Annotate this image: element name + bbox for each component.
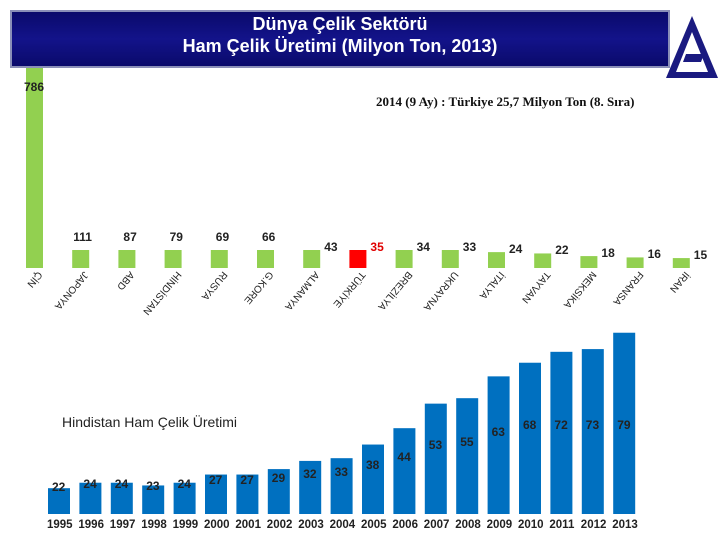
year-value-label: 27 (209, 473, 223, 488)
year-value-label: 24 (114, 477, 129, 492)
country-bar (164, 250, 182, 268)
country-label: ALMANYA (282, 268, 322, 313)
year-axis-label: 2008 (455, 519, 481, 531)
country-value-label: 69 (215, 230, 230, 244)
country-bar (210, 250, 228, 268)
year-axis-label: 2002 (266, 519, 293, 531)
year-value-label: 72 (554, 418, 568, 432)
year-axis-label: 2004 (329, 519, 356, 531)
country-label: TAYVAN (519, 268, 553, 305)
country-value-label: 35 (370, 240, 384, 254)
annotation-note: 2014 (9 Ay) : Türkiye 25,7 Milyon Ton (8… (376, 94, 635, 109)
country-bar (118, 250, 136, 268)
year-value-label: 29 (271, 470, 286, 485)
title-box (10, 10, 670, 68)
year-value-label: 24 (177, 477, 191, 492)
year-value-label: 53 (428, 438, 443, 453)
country-bar (626, 257, 644, 268)
country-value-label: 87 (123, 230, 137, 244)
page-title: Dünya Çelik Sektörü Ham Çelik Üretimi (M… (10, 13, 670, 57)
header-banner: Dünya Çelik Sektörü Ham Çelik Üretimi (M… (0, 0, 720, 82)
year-axis-label: 2001 (235, 519, 261, 531)
year-axis-label: 2013 (612, 519, 638, 531)
year-axis-label: 2000 (204, 519, 230, 531)
year-value-label: 32 (303, 466, 317, 481)
year-bar (456, 398, 479, 514)
year-value-label: 73 (585, 418, 600, 432)
country-bar (26, 68, 43, 268)
country-bar (672, 258, 690, 268)
inset-chart-title: Hindistan Ham Çelik Üretimi (62, 414, 238, 430)
year-axis-label: 2006 (392, 519, 418, 531)
year-axis-label: 2012 (580, 519, 607, 531)
year-bar (550, 351, 573, 514)
year-value-label: 24 (83, 477, 97, 492)
country-label: HİNDİSTAN (139, 268, 183, 317)
year-bar (393, 428, 416, 514)
country-bar (303, 250, 321, 268)
year-axis-label: 2005 (361, 519, 387, 531)
year-value-label: 27 (240, 473, 254, 488)
country-bar (488, 252, 505, 268)
year-axis-label: 1995 (47, 519, 73, 531)
country-label: ÇİN (24, 268, 44, 290)
country-value-label: 43 (324, 240, 338, 254)
company-logo-icon (666, 16, 718, 78)
country-label: RUSYA (198, 268, 229, 302)
year-axis-label: 1996 (78, 519, 104, 531)
year-value-label: 33 (334, 465, 348, 480)
country-label: JAPONYA (52, 268, 91, 312)
country-value-label: 66 (262, 230, 276, 244)
year-value-label: 63 (491, 424, 505, 439)
country-bar (72, 250, 90, 268)
country-value-label: 24 (509, 242, 523, 257)
country-label: FRANSA (610, 268, 645, 308)
year-axis-label: 2011 (549, 519, 575, 531)
country-bar (395, 250, 413, 268)
title-line-1: Dünya Çelik Sektörü (252, 14, 428, 34)
year-value-label: 38 (366, 458, 380, 473)
year-value-label: 44 (397, 450, 411, 465)
country-value-label: 786 (24, 80, 45, 94)
year-value-label: 22 (52, 480, 66, 494)
country-bar (441, 250, 459, 268)
country-value-label: 15 (693, 248, 708, 263)
country-value-label: 33 (462, 240, 477, 254)
country-label: ABD (114, 268, 137, 292)
country-bar (257, 250, 274, 268)
country-value-label: 111 (73, 230, 92, 244)
country-value-label: 18 (601, 246, 615, 261)
year-axis-label: 1998 (141, 519, 167, 531)
title-line-2: Ham Çelik Üretimi (Milyon Ton, 2013) (182, 36, 498, 56)
country-bar (349, 250, 367, 268)
country-label: İRAN (667, 268, 691, 295)
year-axis-label: 2003 (298, 519, 324, 531)
country-value-label: 79 (169, 230, 183, 244)
year-value-label: 23 (146, 478, 160, 493)
year-value-label: 68 (523, 418, 537, 432)
country-label: MEKSİKA (561, 268, 599, 311)
year-bar (362, 444, 384, 514)
country-label: UKRAYNA (420, 268, 460, 313)
country-value-label: 22 (555, 243, 569, 258)
year-value-label: 79 (617, 418, 631, 432)
country-value-label: 34 (416, 240, 430, 254)
year-bar (424, 403, 447, 514)
year-axis-label: 2007 (423, 519, 450, 531)
year-value-label: 55 (460, 435, 474, 450)
year-bar (519, 362, 541, 514)
year-axis-label: 2010 (518, 519, 544, 531)
country-label: BREZİLYA (375, 268, 414, 312)
year-axis-label: 1997 (109, 519, 136, 531)
country-label: TÜRKİYE (331, 268, 368, 310)
year-axis-label: 1999 (172, 519, 199, 531)
country-label: İTALYA (476, 268, 506, 301)
country-value-label: 16 (647, 247, 661, 262)
year-axis-label: 2009 (486, 519, 513, 531)
country-label: G.KORE (241, 268, 275, 306)
country-bar (580, 256, 598, 268)
country-bar (534, 253, 552, 268)
year-bar (487, 376, 510, 514)
